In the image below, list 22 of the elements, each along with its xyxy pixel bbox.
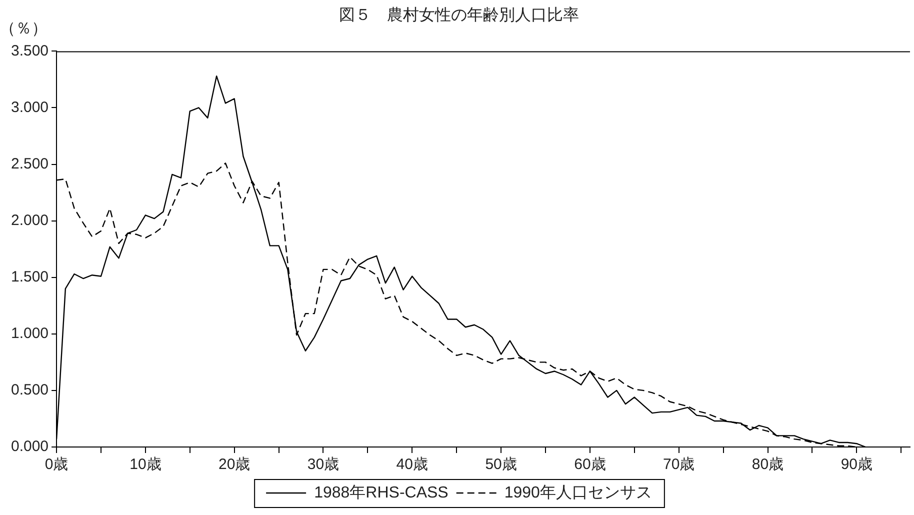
y-tick-label: 1.000 (10, 325, 49, 342)
x-tick-label: 40歳 (396, 456, 428, 474)
y-tick-label: 2.000 (10, 212, 49, 229)
x-tick-label: 70歳 (663, 456, 695, 474)
y-tick-label: 1.500 (10, 268, 49, 286)
y-tick-label: 3.000 (10, 98, 49, 116)
x-tick-label: 80歳 (752, 456, 784, 474)
y-tick-label: 0.000 (10, 438, 49, 456)
x-tick-label: 60歳 (574, 456, 606, 474)
x-tick-label: 30歳 (307, 456, 340, 474)
y-tick-label: 0.500 (10, 382, 49, 399)
x-tick-label: 0歳 (44, 456, 68, 474)
x-tick-label: 10歳 (130, 456, 162, 474)
y-axis-title: （％） (0, 20, 48, 38)
y-tick-label: 3.500 (10, 42, 49, 60)
y-tick-label: 2.500 (10, 155, 49, 172)
x-tick-label: 20歳 (218, 456, 250, 474)
chart-title: 図５ 農村女性の年齢別人口比率 (339, 6, 579, 24)
legend-label: 1988年RHS-CASS (314, 484, 448, 502)
x-tick-label: 90歳 (840, 456, 872, 474)
x-tick-label: 50歳 (485, 456, 517, 474)
legend-label: 1990年人口センサス (504, 484, 652, 502)
